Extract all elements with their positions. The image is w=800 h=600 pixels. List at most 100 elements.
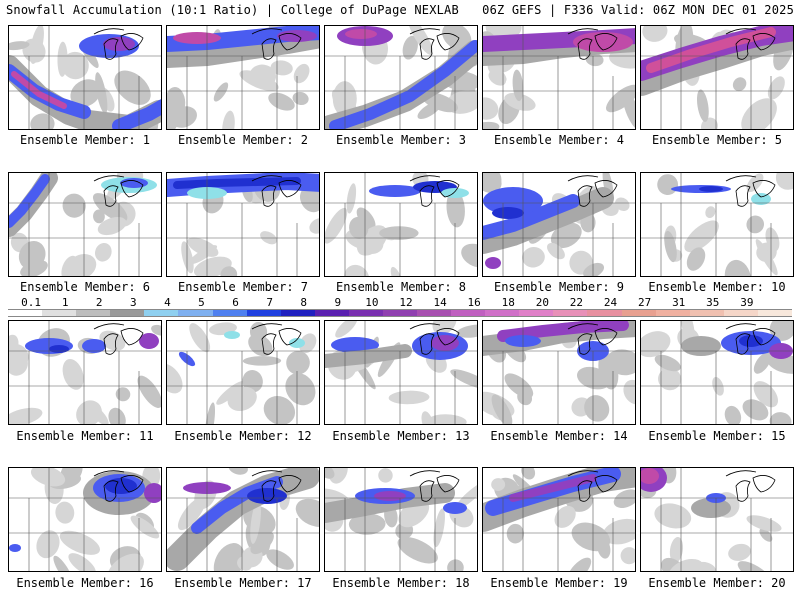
- gray-accumulation: [388, 390, 430, 405]
- lake-huron-outline: [436, 328, 460, 346]
- gray-accumulation: [686, 247, 706, 271]
- gray-accumulation: [242, 356, 282, 366]
- gray-accumulation: [775, 173, 793, 190]
- member-label: Ensemble Member: 19: [490, 576, 628, 590]
- member-label: Ensemble Member: 16: [16, 576, 154, 590]
- gray-accumulation: [95, 72, 108, 114]
- colorbar-tick-label: 24: [603, 296, 618, 309]
- gray-accumulation: [724, 259, 752, 276]
- lake-superior-outline: [251, 323, 283, 330]
- gray-accumulation: [696, 89, 709, 122]
- gray-accumulation: [483, 121, 500, 129]
- colorbar-swatch: [212, 309, 248, 317]
- gray-accumulation: [506, 523, 524, 544]
- snowfall-map: [325, 26, 477, 129]
- gray-accumulation: [70, 79, 101, 107]
- snow-blob: [681, 336, 721, 356]
- snow-blob: [120, 178, 148, 188]
- lake-superior-outline: [93, 323, 125, 330]
- lake-superior-outline: [725, 28, 757, 35]
- gray-accumulation: [344, 264, 370, 276]
- member-map-panel: [166, 172, 320, 277]
- gray-accumulation: [249, 321, 268, 342]
- lake-michigan-outline: [735, 38, 751, 60]
- gray-accumulation: [623, 379, 635, 405]
- snow-blob: [9, 544, 21, 552]
- gray-accumulation: [216, 380, 245, 405]
- lake-superior-outline: [409, 323, 441, 330]
- gray-accumulation: [151, 324, 161, 336]
- lake-michigan-outline: [735, 333, 751, 355]
- colorbar-tick-label: 16: [467, 296, 481, 309]
- snowfall-map: [641, 468, 793, 571]
- lake-huron-outline: [752, 180, 776, 198]
- gray-accumulation: [746, 515, 782, 532]
- gray-accumulation: [767, 353, 793, 374]
- lake-michigan-outline: [103, 38, 119, 60]
- member-map-panel: [640, 467, 794, 572]
- lake-huron-outline: [752, 475, 776, 493]
- gray-accumulation: [9, 41, 30, 51]
- gray-accumulation: [177, 496, 206, 531]
- gray-accumulation: [483, 173, 502, 193]
- gray-accumulation: [583, 262, 605, 276]
- colorbar-swatch: [42, 309, 77, 317]
- snowfall-map: [9, 468, 161, 571]
- lake-superior-outline: [251, 175, 283, 182]
- lake-huron-outline: [436, 180, 460, 198]
- snow-blob: [82, 339, 106, 353]
- lake-michigan-outline: [735, 185, 751, 207]
- colorbar-swatch: [76, 309, 111, 317]
- gray-accumulation: [615, 197, 630, 212]
- snow-band: [509, 474, 597, 502]
- lake-superior-outline: [567, 470, 599, 477]
- lake-michigan-outline: [419, 38, 435, 60]
- gray-accumulation: [447, 559, 464, 571]
- gray-accumulation: [454, 481, 477, 511]
- gray-accumulation: [606, 84, 635, 113]
- gray-accumulation: [57, 41, 68, 77]
- gray-accumulation: [753, 381, 778, 408]
- gray-accumulation: [446, 189, 465, 228]
- gray-accumulation: [433, 508, 445, 548]
- gray-accumulation: [379, 226, 419, 240]
- lake-superior-outline: [93, 28, 125, 35]
- colorbar-swatch: [587, 309, 623, 317]
- lake-superior-outline: [409, 28, 441, 35]
- snow-blob: [699, 186, 723, 192]
- gray-accumulation: [189, 245, 218, 265]
- lake-huron-outline: [752, 328, 776, 346]
- gray-accumulation: [137, 375, 161, 408]
- lake-huron-outline: [594, 328, 618, 346]
- gray-accumulation: [461, 243, 477, 268]
- colorbar-tick-label: 31: [672, 296, 686, 309]
- gray-accumulation: [346, 183, 357, 214]
- member-map-panel: [8, 467, 162, 572]
- snow-blob: [173, 32, 221, 44]
- colorbar-tick-label: 1: [61, 296, 69, 309]
- snow-blob: [485, 257, 501, 269]
- gray-accumulation: [286, 350, 310, 375]
- gray-accumulation: [36, 530, 60, 559]
- gray-accumulation: [293, 63, 310, 84]
- gray-accumulation: [746, 215, 765, 234]
- gray-accumulation: [769, 412, 792, 424]
- gray-accumulation: [657, 174, 678, 195]
- member-label: Ensemble Member: 3: [335, 133, 467, 147]
- gray-accumulation: [397, 537, 438, 564]
- colorbar-swatch: [110, 309, 145, 317]
- lake-huron-outline: [278, 328, 302, 346]
- gray-accumulation: [585, 53, 604, 67]
- gray-accumulation: [746, 173, 764, 193]
- gray-accumulation: [602, 518, 635, 545]
- lake-superior-outline: [409, 175, 441, 182]
- member-map-panel: [166, 320, 320, 425]
- member-map-panel: [482, 25, 636, 130]
- valid-time: 06Z GEFS | F336 Valid: 06Z MON DEC 01 20…: [482, 3, 794, 17]
- snow-blob: [49, 345, 69, 353]
- gray-accumulation: [220, 266, 238, 276]
- lake-huron-outline: [278, 475, 302, 493]
- snowfall-map: [641, 173, 793, 276]
- colorbar-tick-label: 3: [129, 296, 137, 309]
- snow-band: [11, 71, 67, 109]
